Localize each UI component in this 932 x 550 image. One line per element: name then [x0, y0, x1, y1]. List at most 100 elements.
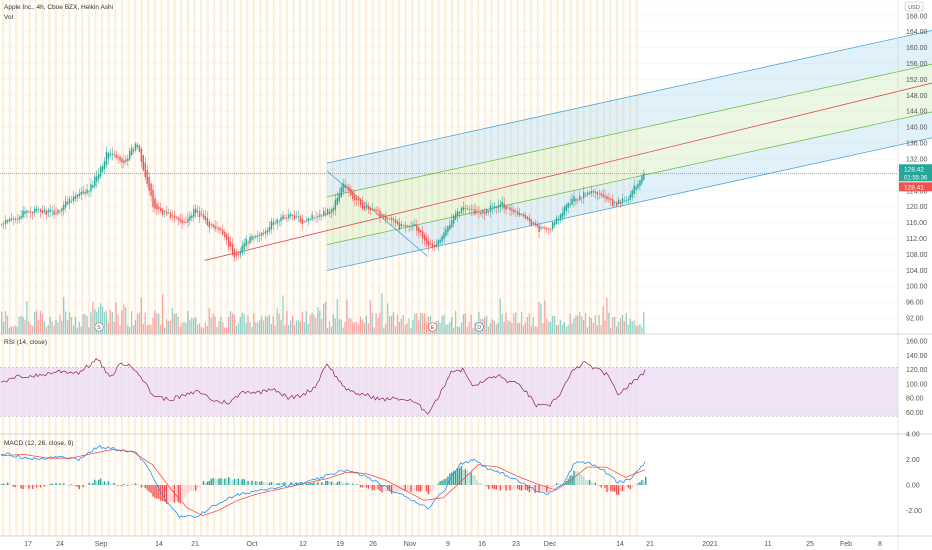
session-stripe: [384, 0, 387, 536]
volume-bar: [167, 321, 170, 334]
session-stripe: [424, 0, 427, 536]
rsi-axis[interactable]: 60.00 80.00 100.00 120.00 140.00 160.00: [906, 339, 928, 417]
session-stripe: [536, 0, 539, 536]
macd-hist-bar: [553, 485, 556, 487]
volume-bar: [532, 316, 534, 334]
session-stripe: [8, 0, 11, 536]
symbol-title[interactable]: Apple Inc., 4h, Cboe BZX, Heikin Ashi: [4, 4, 113, 11]
volume-bar: [575, 315, 577, 334]
volume-bar: [140, 297, 142, 334]
volume-bar: [326, 327, 329, 334]
candle-body: [371, 208, 373, 210]
pitchfork-drawing[interactable]: [204, 22, 932, 271]
macd-hist-bar: [328, 481, 331, 485]
macd-hist-bar: [227, 477, 230, 485]
candle-body: [301, 219, 304, 224]
candle-body: [565, 204, 567, 212]
macd-hist-bar: [536, 485, 538, 493]
macd-hist-bar: [237, 478, 240, 485]
candle-body: [482, 210, 484, 214]
candle-body: [80, 191, 82, 195]
volume-bar: [614, 316, 616, 334]
volume-bar: [615, 326, 618, 334]
session-stripe: [239, 0, 242, 536]
macd-hist-bar: [489, 485, 492, 488]
macd-hist-bar: [76, 485, 79, 487]
macd-hist-bar: [259, 481, 261, 485]
candle-body: [369, 207, 371, 211]
volume-bar: [84, 314, 86, 334]
event-markers[interactable]: SEDE: [94, 322, 932, 332]
time-axis[interactable]: 17 24 Sep 14 21 Oct 12 19 26 Nov 9 16 23 Dec 14 21 2021 1…: [24, 541, 882, 548]
candle-body: [571, 199, 573, 205]
volume-bar: [418, 320, 420, 334]
volume-bar: [315, 317, 317, 334]
rsi-tick-label: 80.00: [906, 396, 924, 403]
macd-axis[interactable]: -2.00 0.00 2.00 4.00: [906, 431, 922, 515]
macd-hist-bar: [160, 485, 162, 501]
macd-hist-bar: [447, 476, 449, 485]
candle-body: [66, 202, 69, 205]
macd-hist-bar: [208, 480, 210, 485]
session-stripe: [549, 0, 552, 536]
volume-bar: [125, 307, 127, 334]
rsi-tick-label: 60.00: [906, 410, 924, 417]
macd-hist-bar: [334, 483, 337, 485]
volume-bar: [344, 321, 346, 334]
volume-bar: [402, 315, 404, 334]
candle-body: [1, 224, 3, 225]
macd-hist-bar: [340, 481, 342, 485]
macd-hist-bar: [520, 485, 523, 491]
macd-hist-bar: [433, 485, 436, 488]
session-stripe: [629, 0, 632, 536]
macd-hist-bar: [509, 485, 511, 491]
price-pane[interactable]: SEDE: [0, 0, 932, 334]
volume-bar: [464, 313, 466, 334]
session-stripe: [483, 0, 486, 536]
volume-bar: [173, 314, 175, 334]
macd-hist-bar: [484, 485, 486, 486]
session-stripe: [279, 0, 282, 536]
session-stripe: [351, 0, 354, 536]
macd-hist-bar: [57, 483, 59, 485]
volume-bar: [239, 316, 241, 334]
rsi-pane[interactable]: [0, 357, 898, 417]
macd-hist-bar: [229, 477, 232, 485]
price-tick-label: 116.00: [906, 220, 927, 227]
volume-bar: [20, 315, 22, 334]
candle-body: [270, 221, 273, 230]
candle-body: [237, 254, 240, 255]
session-stripe: [2, 0, 5, 536]
volume-bar: [86, 315, 88, 334]
volume-bar: [259, 320, 261, 334]
currency-button[interactable]: USD: [904, 1, 924, 12]
candle-body: [526, 216, 529, 219]
macd-hist-bar: [629, 485, 631, 490]
volume-bar: [546, 318, 548, 334]
rsi-label[interactable]: RSI (14, close): [4, 339, 47, 346]
macd-hist-bar: [513, 485, 515, 490]
macd-hist-bar: [251, 480, 253, 485]
macd-hist-bar: [470, 472, 472, 485]
candle-body: [551, 222, 554, 230]
volume-bar: [109, 309, 111, 334]
macd-hist-bar: [187, 485, 189, 493]
volume-bar: [260, 316, 263, 334]
macd-hist-bar: [313, 482, 315, 485]
candle-body: [132, 149, 135, 152]
macd-hist-bar: [617, 485, 620, 495]
macd-pane[interactable]: [0, 444, 647, 519]
candle-body: [361, 202, 364, 209]
macd-hist-bar: [356, 484, 358, 485]
macd-hist-bar: [381, 485, 383, 493]
volume-bar: [468, 321, 470, 334]
macd-label[interactable]: MACD (12, 26, close, 9): [4, 440, 73, 447]
candle-body: [387, 217, 389, 219]
candle-body: [375, 209, 377, 211]
volume-label[interactable]: Vol: [4, 14, 14, 21]
candle-body: [309, 218, 311, 220]
session-stripe: [332, 0, 335, 536]
macd-hist-bar: [266, 483, 269, 485]
candle-body: [72, 196, 75, 202]
